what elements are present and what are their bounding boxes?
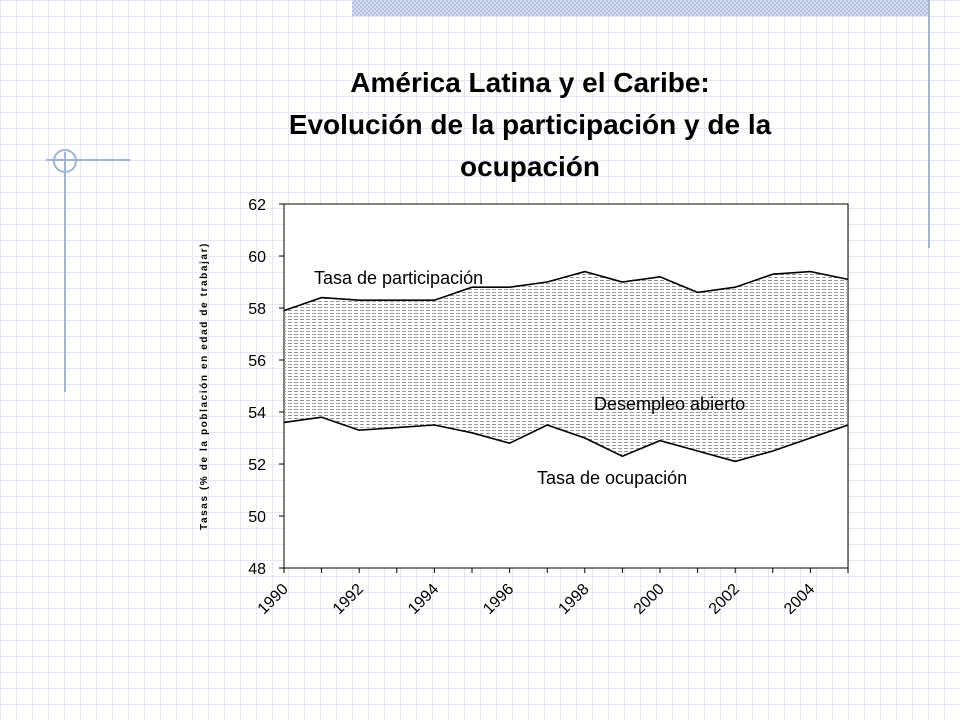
x-tick-label: 1994 <box>405 581 442 618</box>
y-tick-label: 60 <box>248 249 266 266</box>
series-label-participacion: Tasa de participación <box>314 268 483 288</box>
decorative-left-vline <box>64 152 66 392</box>
series-lines <box>283 270 849 463</box>
series-line-participacion <box>283 270 849 312</box>
x-tick-label: 1996 <box>480 581 517 618</box>
series-label-ocupacion: Tasa de ocupación <box>537 468 687 488</box>
y-tick-label: 56 <box>248 353 266 370</box>
slide-title-line-3: ocupación <box>459 151 600 182</box>
desempleo-area <box>284 271 848 462</box>
x-axis: 1990 1992 1994 1996 1998 2000 2002 2004 <box>255 568 849 618</box>
y-axis-label: Tasas (% de la población en edad de trab… <box>199 242 210 530</box>
decorative-right-line <box>928 0 930 248</box>
x-tick-label: 1998 <box>555 581 592 618</box>
y-tick-label: 52 <box>248 457 266 474</box>
area-label-desempleo: Desempleo abierto <box>594 394 745 414</box>
decorative-left-hline <box>46 159 130 161</box>
y-tick-label: 54 <box>248 405 266 422</box>
decorative-band <box>352 0 930 16</box>
x-tick-label: 2000 <box>631 581 668 618</box>
y-tick-label: 50 <box>248 509 266 526</box>
decorative-circle <box>53 149 77 173</box>
y-tick-label: 48 <box>248 561 266 578</box>
x-tick-label: 1990 <box>255 581 292 618</box>
series-line-ocupacion <box>283 416 849 463</box>
slide-title: América Latina y el Caribe: Evolución de… <box>200 62 860 188</box>
x-tick-label: 2004 <box>781 581 818 618</box>
slide-title-line-2: Evolución de la participación y de la <box>288 109 772 140</box>
x-tick-label: 2002 <box>706 581 743 618</box>
y-tick-label: 58 <box>248 301 266 318</box>
x-tick-label: 1992 <box>330 581 367 618</box>
y-tick-label: 62 <box>248 197 266 214</box>
slide-title-line-1: América Latina y el Caribe: <box>350 67 710 98</box>
y-axis: 48 50 52 54 56 58 60 62 <box>248 197 284 578</box>
